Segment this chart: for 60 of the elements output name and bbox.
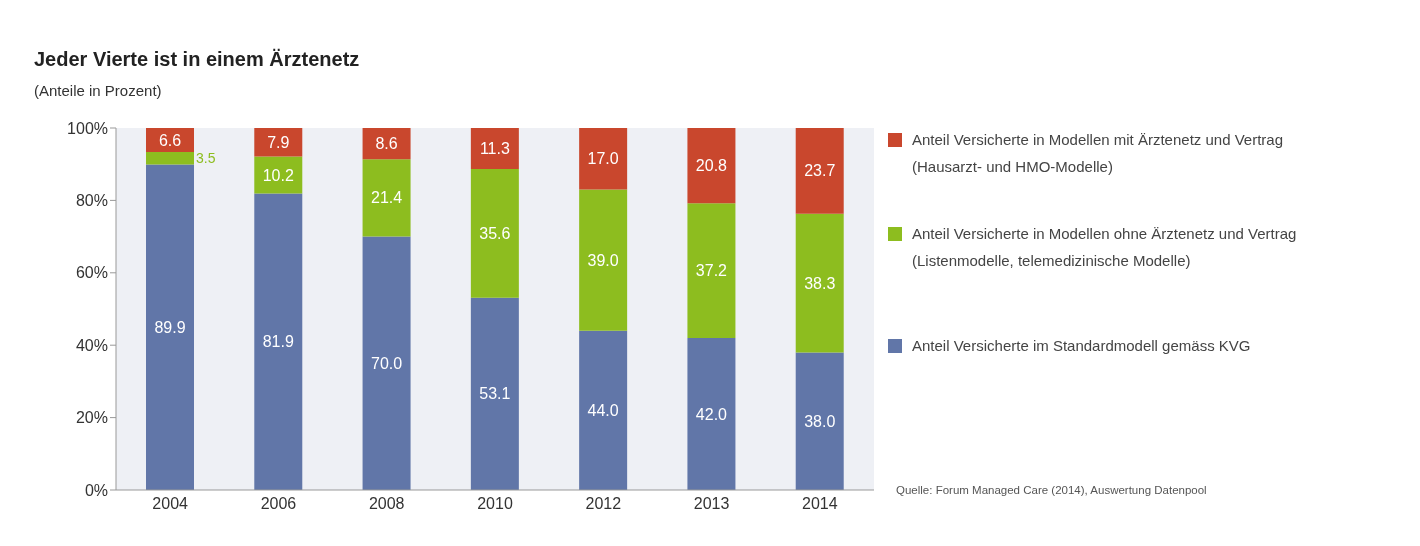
data-label: 6.6 [158,131,182,149]
bar [579,189,628,331]
legend-label: Anteil Versicherte in Modellen mit Ärztenetz und Vertrag (Hausarzt- und HMO-Modelle) [912,130,1285,177]
chart-subtitle: (Anteile in Prozent) [34,82,162,99]
bar [470,297,519,490]
data-label: 42.0 [695,405,728,423]
bar [254,193,303,490]
data-label: 70.0 [371,354,403,372]
x-tick-label: 2014 [802,495,838,513]
data-label: 17.0 [587,150,619,168]
data-label: 23.7 [804,162,836,180]
bar [146,164,194,490]
x-tick-label: 2012 [585,495,622,513]
data-label: 38.0 [804,412,836,430]
y-tick-label: 60% [75,264,108,282]
bar [470,168,519,298]
data-label: 38.3 [804,274,836,292]
x-tick-label: 2013 [693,495,730,513]
bar [362,128,411,160]
y-tick-label: 80% [75,192,108,210]
data-label: 53.1 [479,385,511,403]
data-label: 37.2 [695,262,728,280]
chart-title: Jeder Vierte ist in einem Ärztenetz [34,48,360,71]
y-tick-label: 0% [84,481,108,499]
y-tick-label: 20% [75,409,108,427]
x-tick-label: 2004 [152,495,189,513]
y-tick-label: 100% [67,119,108,137]
x-tick-label: 2006 [260,495,297,513]
bar [579,128,628,190]
bar [362,159,411,237]
data-label: 39.0 [587,251,619,269]
data-label: 21.4 [371,189,403,207]
bar [579,330,628,490]
legend-label: Anteil Versicherte in Modellen ohne Ärztenetz und Vertrag (Listenmodelle, telemedizinische Modelle) [912,224,1298,271]
bar [362,236,411,490]
bar [470,128,519,169]
bar [795,213,844,353]
data-label: 7.9 [267,133,290,151]
bar [795,128,844,214]
data-label: 44.0 [587,401,619,419]
data-label: 35.6 [479,224,511,242]
x-tick-label: 2010 [477,495,513,513]
bar [687,128,736,204]
bar [254,128,303,157]
data-label: 8.6 [375,135,398,153]
source-note: Quelle: Forum Managed Care (2014), Auswertung Datenpool [896,484,1207,496]
bar [687,337,736,490]
legend-label: Anteil Versicherte im Standardmodell gemäss KVG [912,336,1251,356]
data-label: 10.2 [262,166,294,184]
bar [146,151,194,165]
data-label: 11.3 [479,140,510,158]
bar [687,203,736,338]
data-label: 81.9 [262,333,294,351]
x-tick-label: 2008 [368,495,405,513]
bar [795,352,844,490]
data-label: 20.8 [695,157,728,175]
data-label: 89.9 [154,318,186,336]
bar [254,156,303,194]
data-label: 3.5 [196,150,216,167]
y-tick-label: 40% [75,336,108,354]
